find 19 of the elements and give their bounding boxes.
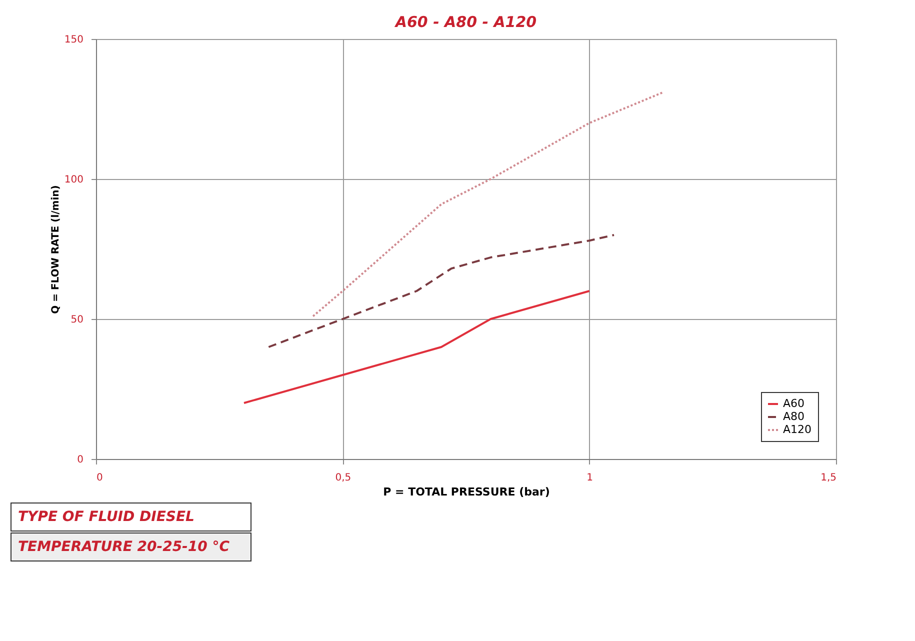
x-tick-label: 0 — [96, 472, 103, 484]
x-axis-title: P = TOTAL PRESSURE (bar) — [383, 486, 550, 498]
y-tick-label: 100 — [64, 174, 84, 186]
y-tick-label: 50 — [70, 314, 84, 326]
text: TYPE OF FLUID DIESEL — [18, 509, 194, 525]
line-series — [312, 91, 664, 318]
x-tick-label: 0,5 — [335, 472, 352, 484]
x-tick-label: 1 — [586, 472, 594, 484]
legend-label: A120 — [783, 423, 812, 436]
y-axis-title: Q = FLOW RATE (l/min) — [50, 185, 62, 314]
y-tick-label: 0 — [77, 454, 84, 466]
legend-label: A80 — [783, 410, 805, 423]
line-series — [243, 290, 590, 404]
legend-label: A60 — [783, 397, 805, 410]
line-series — [268, 234, 615, 348]
text: TEMPERATURE 20-25-10 °C — [18, 539, 230, 555]
chart-title: A60 - A80 - A120 — [394, 13, 537, 31]
y-tick-label: 150 — [64, 34, 84, 46]
x-tick-label: 1,5 — [820, 472, 836, 484]
